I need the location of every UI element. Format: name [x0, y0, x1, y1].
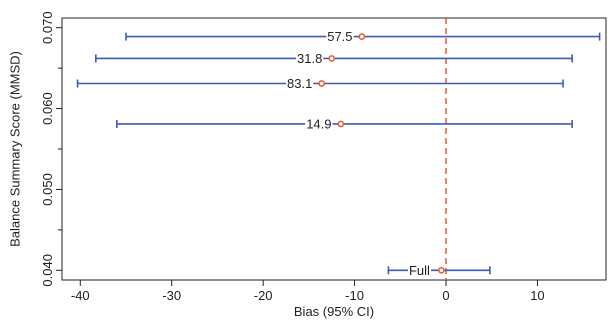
- x-axis: -40 -30 -20 -10 0 10: [71, 280, 545, 303]
- x-tick-label: -30: [162, 288, 181, 303]
- interval-row: 14.9: [116, 116, 573, 132]
- point-label-background: [286, 76, 314, 91]
- point-label: 83.1: [287, 76, 312, 91]
- point-label-background: [305, 116, 333, 132]
- x-axis-title: Bias (95% CI): [294, 304, 374, 319]
- point-label: Full: [409, 263, 430, 278]
- point-label-background: [407, 262, 432, 278]
- x-tick-label: -40: [71, 288, 90, 303]
- interval-row: 57.5: [125, 29, 601, 45]
- interval-row: 83.1: [76, 76, 564, 91]
- point-label: 57.5: [327, 29, 352, 44]
- y-tick-label: 0.050: [40, 173, 55, 206]
- point-label: 14.9: [306, 116, 331, 131]
- x-tick-label: 0: [442, 288, 449, 303]
- y-axis-title: Balance Summary Score (MMSD): [7, 51, 22, 247]
- point-label-background: [296, 50, 324, 66]
- x-tick-label: -20: [254, 288, 273, 303]
- y-tick-label: 0.070: [40, 11, 55, 44]
- point-estimate: [318, 80, 326, 87]
- y-tick-label: 0.040: [40, 254, 55, 287]
- y-tick-label: 0.060: [40, 92, 55, 125]
- point-estimate: [337, 120, 345, 128]
- y-axis: 0.040 0.050 0.060 0.070: [40, 11, 62, 287]
- point-label-background: [326, 29, 354, 45]
- point-label: 31.8: [297, 51, 322, 66]
- x-tick-label: 10: [530, 288, 544, 303]
- confidence-intervals: 57.5 31.8 83.1 14.9 Full: [76, 29, 601, 278]
- point-estimate: [328, 55, 336, 62]
- point-estimate: [438, 266, 445, 274]
- interval-row: Full: [387, 262, 491, 278]
- interval-row: 31.8: [95, 50, 573, 66]
- point-estimate: [358, 33, 366, 40]
- x-tick-label: -10: [345, 288, 364, 303]
